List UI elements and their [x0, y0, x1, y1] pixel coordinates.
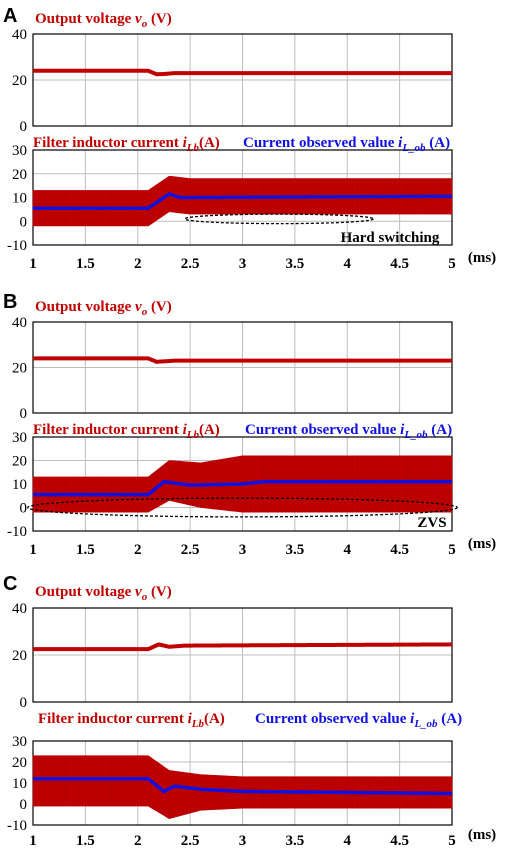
x-tick-label: 4.5 — [390, 542, 409, 558]
observed-current-title-B: Current observed value iL_ob (A) — [245, 422, 452, 441]
x-tick-label: 5 — [448, 256, 456, 272]
observed-current-trace-C — [33, 777, 453, 796]
voltage-B-ytick-label: 40 — [12, 315, 27, 331]
x-tick-label: 1 — [29, 833, 37, 848]
voltage-C-frame — [32, 607, 453, 703]
voltage-C-axes: 0 20 40 — [12, 601, 453, 711]
x-tick-label: 2 — [134, 542, 142, 558]
output-voltage-title-A: Output voltage vo (V) — [35, 11, 172, 30]
x-tick-label: 4 — [344, 256, 352, 272]
x-tick-label: 5 — [448, 542, 456, 558]
x-tick-label: 4 — [344, 542, 352, 558]
voltage-B-axes: 0 20 40 — [12, 315, 453, 422]
x-tick-label: 1.5 — [76, 256, 95, 272]
x-tick-label: 2.5 — [181, 833, 200, 848]
voltage-A-frame — [32, 33, 453, 127]
x-tick-label: 4.5 — [390, 256, 409, 272]
x-tick-label: 1 — [29, 542, 37, 558]
voltage-C-ytick-label: 20 — [12, 648, 27, 664]
voltage-C-ytick-label: 0 — [20, 695, 28, 711]
output-voltage-trace-C — [33, 642, 452, 652]
observed-current-trace-B — [33, 479, 452, 497]
x-tick-label: 1.5 — [76, 833, 95, 848]
current-B-ytick-label: 30 — [12, 430, 27, 446]
current-A-ytick-label: 30 — [12, 143, 27, 159]
voltage-C-ytick-label: 40 — [12, 601, 27, 617]
current-B-ytick-label: 20 — [12, 454, 27, 470]
current-C-ytick-label: 30 — [12, 734, 27, 750]
inductor-current-title-C: Filter inductor current iLb(A) — [38, 711, 225, 730]
current-C-ytick-label: 10 — [12, 776, 27, 792]
x-tick-label: 3 — [239, 256, 247, 272]
inductor-current-title-B: Filter inductor current iLb(A) — [33, 422, 220, 441]
panel-label-C: C — [3, 573, 17, 595]
x-unit-label: (ms) — [468, 536, 496, 552]
x-tick-label: 3 — [239, 833, 247, 848]
annotation-ellipse-B — [27, 497, 458, 518]
x-unit-label: (ms) — [468, 250, 496, 266]
voltage-A-ytick-label: 20 — [12, 73, 27, 89]
current-A-ytick-label: -10 — [7, 238, 27, 254]
current-B-ytick-label: -10 — [7, 524, 27, 540]
annotation-text-A: Hard switching — [341, 230, 440, 246]
current-C-ytick-label: 20 — [12, 755, 27, 771]
x-tick-label: 3.5 — [286, 542, 305, 558]
output-voltage-trace-A — [33, 68, 452, 77]
panel-label-A: A — [3, 5, 17, 27]
x-tick-label: 5 — [448, 833, 456, 848]
current-B-ytick-label: 0 — [20, 501, 28, 517]
x-tick-label: 4.5 — [390, 833, 409, 848]
x-tick-label: 1 — [29, 256, 37, 272]
output-voltage-title-C: Output voltage vo (V) — [35, 584, 172, 603]
output-voltage-title-B: Output voltage vo (V) — [35, 299, 172, 318]
voltage-B-frame — [32, 321, 453, 414]
voltage-A-ytick-label: 0 — [20, 119, 28, 135]
x-unit-label: (ms) — [468, 827, 496, 843]
x-tick-label: 3 — [239, 542, 247, 558]
voltage-A-ytick-label: 40 — [12, 27, 27, 43]
current-A-ytick-label: 0 — [20, 214, 28, 230]
x-tick-label: 2.5 — [181, 542, 200, 558]
panel-label-B: B — [3, 291, 17, 313]
voltage-A-axes: 0 20 40 — [12, 27, 453, 135]
x-tick-label: 2 — [134, 256, 142, 272]
output-voltage-trace-B — [33, 356, 452, 364]
observed-current-title-A: Current observed value iL_ob (A) — [243, 135, 450, 154]
x-tick-label: 2 — [134, 833, 142, 848]
x-tick-label: 4 — [344, 833, 352, 848]
current-A-ytick-label: 10 — [12, 191, 27, 207]
x-tick-label: 1.5 — [76, 542, 95, 558]
voltage-B-ytick-label: 20 — [12, 361, 27, 377]
current-C-ytick-label: 0 — [20, 797, 28, 813]
annotation-text-B: ZVS — [417, 515, 446, 531]
annotation-ellipse-A — [184, 213, 375, 225]
inductor-current-title-A: Filter inductor current iLb(A) — [33, 135, 220, 154]
current-B-ytick-label: 10 — [12, 477, 27, 493]
x-tick-label: 3.5 — [286, 256, 305, 272]
observed-current-title-C: Current observed value iL_ob (A) — [255, 711, 462, 730]
observed-current-trace-A — [33, 192, 453, 210]
current-A-ytick-label: 20 — [12, 167, 27, 183]
x-tick-label: 2.5 — [181, 256, 200, 272]
voltage-B-ytick-label: 0 — [20, 406, 28, 422]
x-tick-label: 3.5 — [286, 833, 305, 848]
current-C-ytick-label: -10 — [7, 818, 27, 834]
